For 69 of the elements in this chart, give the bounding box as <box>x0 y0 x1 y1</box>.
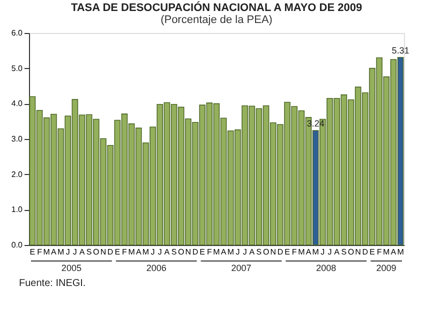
x-tick-label: S <box>256 248 262 256</box>
x-tick-label: A <box>79 248 86 256</box>
x-tick-label: A <box>136 248 142 256</box>
x-tick-label: N <box>270 248 276 256</box>
x-tick-label: E <box>284 248 290 256</box>
x-tick-label: M <box>213 248 220 256</box>
x-tick-label: E <box>200 248 206 256</box>
x-tick-label: D <box>192 248 198 256</box>
text: 2006 <box>146 263 166 273</box>
x-tick-label: M <box>298 248 306 256</box>
x-tick-label: A <box>164 248 170 256</box>
x-tick-label: M <box>128 248 136 256</box>
y-tick-label: 5.0 <box>11 64 24 73</box>
x-tick-label: A <box>390 248 397 256</box>
x-tick-label: M <box>397 248 404 256</box>
x-tick-label: M <box>43 248 50 256</box>
x-tick-label: A <box>306 248 312 256</box>
x-tick-label: J <box>328 248 332 256</box>
x-tick-label: M <box>57 248 64 256</box>
x-tick-label: J <box>236 248 240 256</box>
source-note: Fuente: INEGI. <box>19 278 86 289</box>
x-tick-label: O <box>93 248 100 256</box>
x-tick-label: M <box>312 248 320 256</box>
x-tick-label: E <box>30 248 36 256</box>
y-tick-label: 6.0 <box>11 28 24 38</box>
chart-subtitle: (Porcentaje de la PEA) <box>160 14 272 26</box>
y-tick-label: 3.0 <box>11 134 24 144</box>
x-tick-label: J <box>242 248 247 256</box>
x-tick-label: O <box>178 248 184 256</box>
x-tick-label: J <box>320 248 325 256</box>
x-tick-label: M <box>383 248 390 256</box>
x-tick-label: O <box>262 248 270 256</box>
chart-title: TASA DE DESOCUPACIÓN NACIONAL A MAYO DE 2009 <box>70 1 362 14</box>
x-tick-label: J <box>150 248 155 256</box>
data-label: 5.31 <box>392 45 410 56</box>
x-tick-label: A <box>51 248 58 256</box>
y-tick-label: 4.0 <box>11 99 24 108</box>
y-tick-label: 0.0 <box>11 240 24 250</box>
text: 2007 <box>231 263 252 273</box>
x-tick-label: S <box>171 248 177 256</box>
x-tick-label: N <box>185 248 192 256</box>
x-tick-label: F <box>206 248 212 256</box>
x-tick-label: E <box>114 248 120 256</box>
x-tick-label: N <box>355 248 362 256</box>
x-tick-label: F <box>376 248 382 256</box>
x-tick-label: D <box>107 248 114 256</box>
x-tick-label: A <box>249 248 256 256</box>
x-tick-label: D <box>277 248 284 256</box>
text: 2005 <box>61 263 82 273</box>
x-tick-label: F <box>292 248 297 256</box>
x-tick-label: N <box>100 248 106 256</box>
x-tick-label: F <box>37 248 42 256</box>
x-tick-label: D <box>362 248 368 256</box>
x-tick-label: O <box>348 248 354 256</box>
y-tick-label: 1.0 <box>11 205 24 214</box>
x-tick-label: J <box>158 248 162 256</box>
x-tick-label: E <box>370 248 375 256</box>
x-tick-label: A <box>220 248 227 256</box>
x-tick-label: M <box>142 248 150 256</box>
text: 2009 <box>376 263 396 273</box>
x-tick-label: S <box>86 248 92 256</box>
x-tick-label: M <box>227 248 234 256</box>
x-tick-label: F <box>122 248 128 256</box>
x-tick-label: A <box>334 248 340 256</box>
text: 2008 <box>316 263 336 273</box>
y-tick-label: 2.0 <box>11 170 24 179</box>
x-tick-label: J <box>72 248 77 256</box>
x-tick-label: J <box>66 248 70 256</box>
x-tick-label: S <box>341 248 347 256</box>
